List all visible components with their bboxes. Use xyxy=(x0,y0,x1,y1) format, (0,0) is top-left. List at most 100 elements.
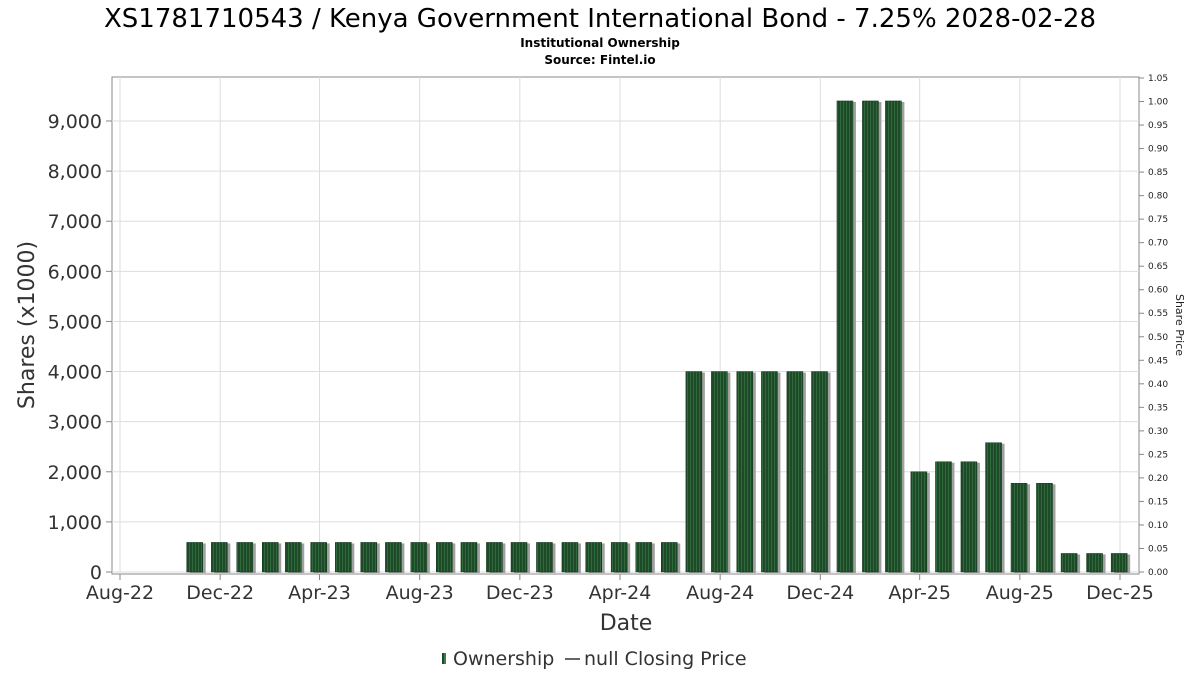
bar-ownership xyxy=(711,371,731,573)
bar-ownership xyxy=(761,371,781,573)
x-tick-label: Apr-23 xyxy=(288,582,351,604)
bar-body xyxy=(585,542,602,573)
x-tick-label: Apr-25 xyxy=(888,582,951,604)
bar-body xyxy=(1086,553,1103,573)
bar-ownership xyxy=(635,542,655,573)
x-tick-label: Dec-23 xyxy=(486,582,554,604)
y-tick-label: 3,000 xyxy=(48,412,102,434)
y-tick-label: 4,000 xyxy=(48,362,102,384)
legend: Ownership null Closing Price xyxy=(442,648,747,670)
y-tick-label: 2,000 xyxy=(48,462,102,484)
bar-ownership xyxy=(236,542,256,573)
y-tick-label: 0 xyxy=(90,562,102,584)
grid xyxy=(112,77,1139,574)
bar-ownership xyxy=(935,461,955,573)
bar-ownership xyxy=(211,542,231,573)
bar-ownership xyxy=(1110,553,1131,573)
bar-ownership xyxy=(436,542,456,573)
bar-body xyxy=(836,100,854,573)
bar-body xyxy=(385,542,402,573)
y2-axis-label: Share Price xyxy=(1173,294,1186,356)
bar-ownership xyxy=(585,542,605,573)
bar-ownership xyxy=(186,542,206,573)
bar-ownership xyxy=(960,461,980,573)
bar-body xyxy=(661,542,678,573)
bar-body xyxy=(635,542,653,573)
bar-ownership xyxy=(985,442,1005,573)
x-tick-label: Dec-22 xyxy=(186,582,254,604)
x-axis-label: Date xyxy=(600,611,653,636)
bar-ownership xyxy=(310,542,330,573)
bar-ownership xyxy=(836,100,856,573)
y2-tick-label: 0.00 xyxy=(1148,568,1168,578)
y2-tick-label: 1.00 xyxy=(1148,98,1168,108)
bar-body xyxy=(960,461,978,573)
y2-tick-label: 0.30 xyxy=(1148,427,1168,437)
y-tick-label: 7,000 xyxy=(48,211,102,233)
legend-closing-price-label: null Closing Price xyxy=(584,648,747,670)
y-tick-label: 9,000 xyxy=(48,111,102,133)
bar-body xyxy=(786,371,804,573)
x-tick-label: Aug-25 xyxy=(986,582,1054,604)
y2-tick-label: 0.45 xyxy=(1148,356,1168,366)
bar-body xyxy=(910,471,928,573)
bar-body xyxy=(410,542,428,573)
bar-body xyxy=(1010,483,1028,573)
bar-body xyxy=(862,100,879,573)
y2-tick-label: 0.25 xyxy=(1148,450,1168,460)
y2-tick-label: 0.75 xyxy=(1148,215,1168,225)
y-axis-ticks: 0 1,000 2,000 3,000 4,000 5,000 6,000 7,000 8,00… xyxy=(48,111,112,584)
bar-body xyxy=(236,542,254,573)
bar-body xyxy=(561,542,579,573)
bar-body xyxy=(1110,553,1128,573)
y-tick-label: 8,000 xyxy=(48,161,102,183)
bar-ownership xyxy=(486,542,506,573)
bars xyxy=(186,100,1131,573)
bar-body xyxy=(985,442,1002,573)
x-tick-label: Dec-25 xyxy=(1086,582,1154,604)
bar-body xyxy=(1060,553,1078,573)
bar-body xyxy=(335,542,352,573)
x-tick-label: Dec-24 xyxy=(786,582,854,604)
bar-body xyxy=(261,542,279,573)
bar-body xyxy=(536,542,553,573)
y2-tick-label: 0.65 xyxy=(1148,262,1168,272)
x-axis-ticks: Aug-22 Dec-22 Apr-23 Aug-23 Dec-23 Apr-24 Aug-… xyxy=(86,574,1154,604)
bar-ownership xyxy=(460,542,480,573)
bar-body xyxy=(436,542,453,573)
y2-tick-label: 0.10 xyxy=(1148,521,1168,531)
bar-ownership xyxy=(885,100,905,573)
bar-ownership xyxy=(1060,553,1081,573)
bar-body xyxy=(460,542,478,573)
y2-tick-label: 0.70 xyxy=(1148,239,1168,249)
y2-tick-label: 0.85 xyxy=(1148,168,1168,178)
legend-ownership-marker-highlight xyxy=(444,653,446,664)
chart-subtitle-2: Source: Fintel.io xyxy=(544,53,655,67)
bar-ownership xyxy=(510,542,531,573)
x-tick-label: Aug-24 xyxy=(686,582,754,604)
bar-body xyxy=(211,542,228,573)
y2-tick-label: 0.95 xyxy=(1148,121,1168,131)
chart-title: XS1781710543 / Kenya Government Internat… xyxy=(104,4,1096,34)
bar-ownership xyxy=(335,542,355,573)
bar-ownership xyxy=(261,542,282,573)
bar-ownership xyxy=(685,371,705,573)
bar-ownership xyxy=(1036,483,1056,573)
bar-ownership xyxy=(1086,553,1106,573)
bar-ownership xyxy=(910,471,930,573)
bar-ownership xyxy=(610,542,631,573)
bar-body xyxy=(360,542,378,573)
y2-tick-label: 0.05 xyxy=(1148,544,1168,554)
bar-ownership xyxy=(1010,483,1031,573)
chart-subtitle-1: Institutional Ownership xyxy=(520,36,680,50)
y2-tick-label: 0.15 xyxy=(1148,497,1168,507)
y2-tick-label: 0.50 xyxy=(1148,333,1168,343)
bar-body xyxy=(1036,483,1053,573)
bar-body xyxy=(761,371,778,573)
bar-ownership xyxy=(284,542,305,573)
x-tick-label: Aug-22 xyxy=(86,582,154,604)
bar-body xyxy=(885,100,902,573)
y2-tick-label: 0.60 xyxy=(1148,286,1168,296)
bar-ownership xyxy=(385,542,405,573)
